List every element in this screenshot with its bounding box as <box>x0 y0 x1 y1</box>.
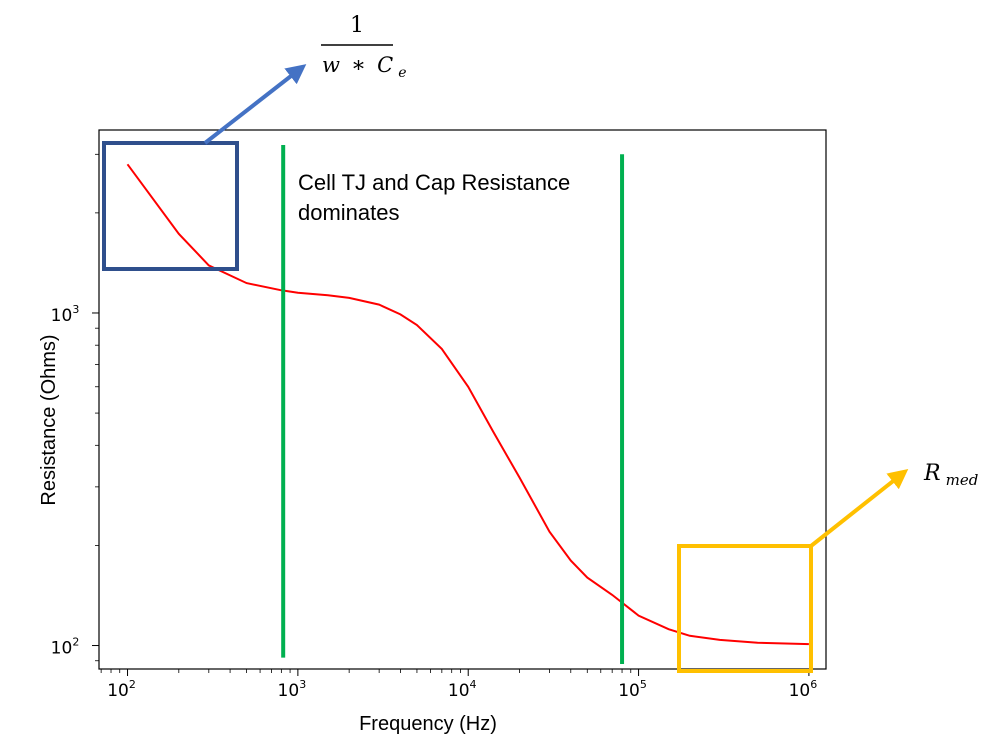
x-tick-label-base: 10 <box>448 681 470 701</box>
formula-numerator: 1 <box>350 13 364 38</box>
r-med-label: R med <box>923 461 978 489</box>
x-tick-label: 105 <box>618 678 647 701</box>
r-med-main: R <box>923 461 941 486</box>
x-tick-label-base: 10 <box>618 681 640 701</box>
x-tick-label-exponent: 6 <box>810 678 817 691</box>
y-tick-label-exponent: 2 <box>72 636 79 649</box>
region-annotation-line2: dominates <box>298 200 400 225</box>
y-tick-label-exponent: 3 <box>72 303 79 316</box>
formula-c: C <box>377 53 393 77</box>
r-med-pointer-arrow <box>809 469 909 548</box>
y-tick-label-base: 10 <box>51 306 73 326</box>
x-tick-label-exponent: 3 <box>299 678 306 691</box>
x-tick-label-base: 10 <box>789 681 811 701</box>
formula-c-subscript: e <box>398 65 406 81</box>
x-tick-label-exponent: 5 <box>640 678 647 691</box>
low-frequency-highlight-box <box>102 141 239 271</box>
high-frequency-highlight-box <box>677 544 813 673</box>
formula-operator: ∗ <box>351 53 366 78</box>
plot-frame <box>98 129 827 670</box>
x-tick-label-exponent: 2 <box>129 678 136 691</box>
x-tick-label: 106 <box>789 678 818 701</box>
x-tick-label: 104 <box>448 678 477 701</box>
formula-w: w <box>322 53 340 77</box>
x-tick-label: 103 <box>278 678 307 701</box>
y-tick-label-base: 10 <box>51 639 73 659</box>
region-annotation-line1: Cell TJ and Cap Resistance <box>298 170 570 195</box>
formula-pointer-arrow <box>203 64 307 145</box>
y-tick-label: 102 <box>51 636 80 659</box>
capacitance-formula: 1 w ∗ C e <box>321 13 407 81</box>
r-med-subscript: med <box>946 471 979 489</box>
svg-text:R med: R med <box>923 461 978 489</box>
x-axis-title: Frequency (Hz) <box>359 713 497 735</box>
y-axis-title: Resistance (Ohms) <box>38 334 60 505</box>
x-tick-label-base: 10 <box>107 681 129 701</box>
x-tick-label: 102 <box>107 678 136 701</box>
x-tick-label-exponent: 4 <box>470 678 477 691</box>
formula-denominator: w ∗ C e <box>322 53 407 81</box>
x-tick-label-base: 10 <box>278 681 300 701</box>
resistance-series-line <box>126 163 809 646</box>
y-tick-label: 103 <box>51 303 80 326</box>
